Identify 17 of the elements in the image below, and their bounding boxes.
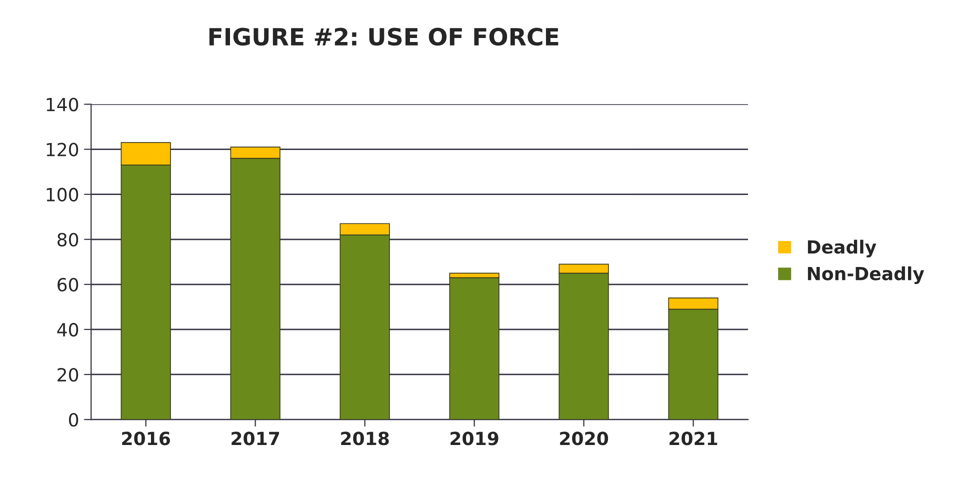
chart-title: FIGURE #2: USE OF FORCE	[209, 28, 558, 46]
legend-label: Deadly	[808, 240, 876, 258]
x-tick-label: 2019	[450, 432, 498, 446]
y-tick-label: 100	[46, 188, 78, 202]
y-tick-label: 40	[57, 322, 78, 337]
y-tick-label: 80	[58, 232, 78, 246]
x-tick-label: 2018	[341, 432, 389, 446]
y-tick-label: 0	[69, 412, 78, 427]
x-tick-label: 2017	[232, 432, 280, 446]
y-tick-label: 20	[58, 368, 78, 382]
x-tick-label: 2021	[670, 432, 718, 446]
legend-label: Non-Deadly	[808, 266, 924, 284]
y-tick-label: 140	[46, 98, 78, 112]
x-tick-label: 2020	[560, 432, 608, 446]
y-tick-label: 120	[46, 142, 78, 156]
y-tick-label: 60	[58, 278, 78, 292]
x-tick-label: 2016	[122, 432, 170, 446]
